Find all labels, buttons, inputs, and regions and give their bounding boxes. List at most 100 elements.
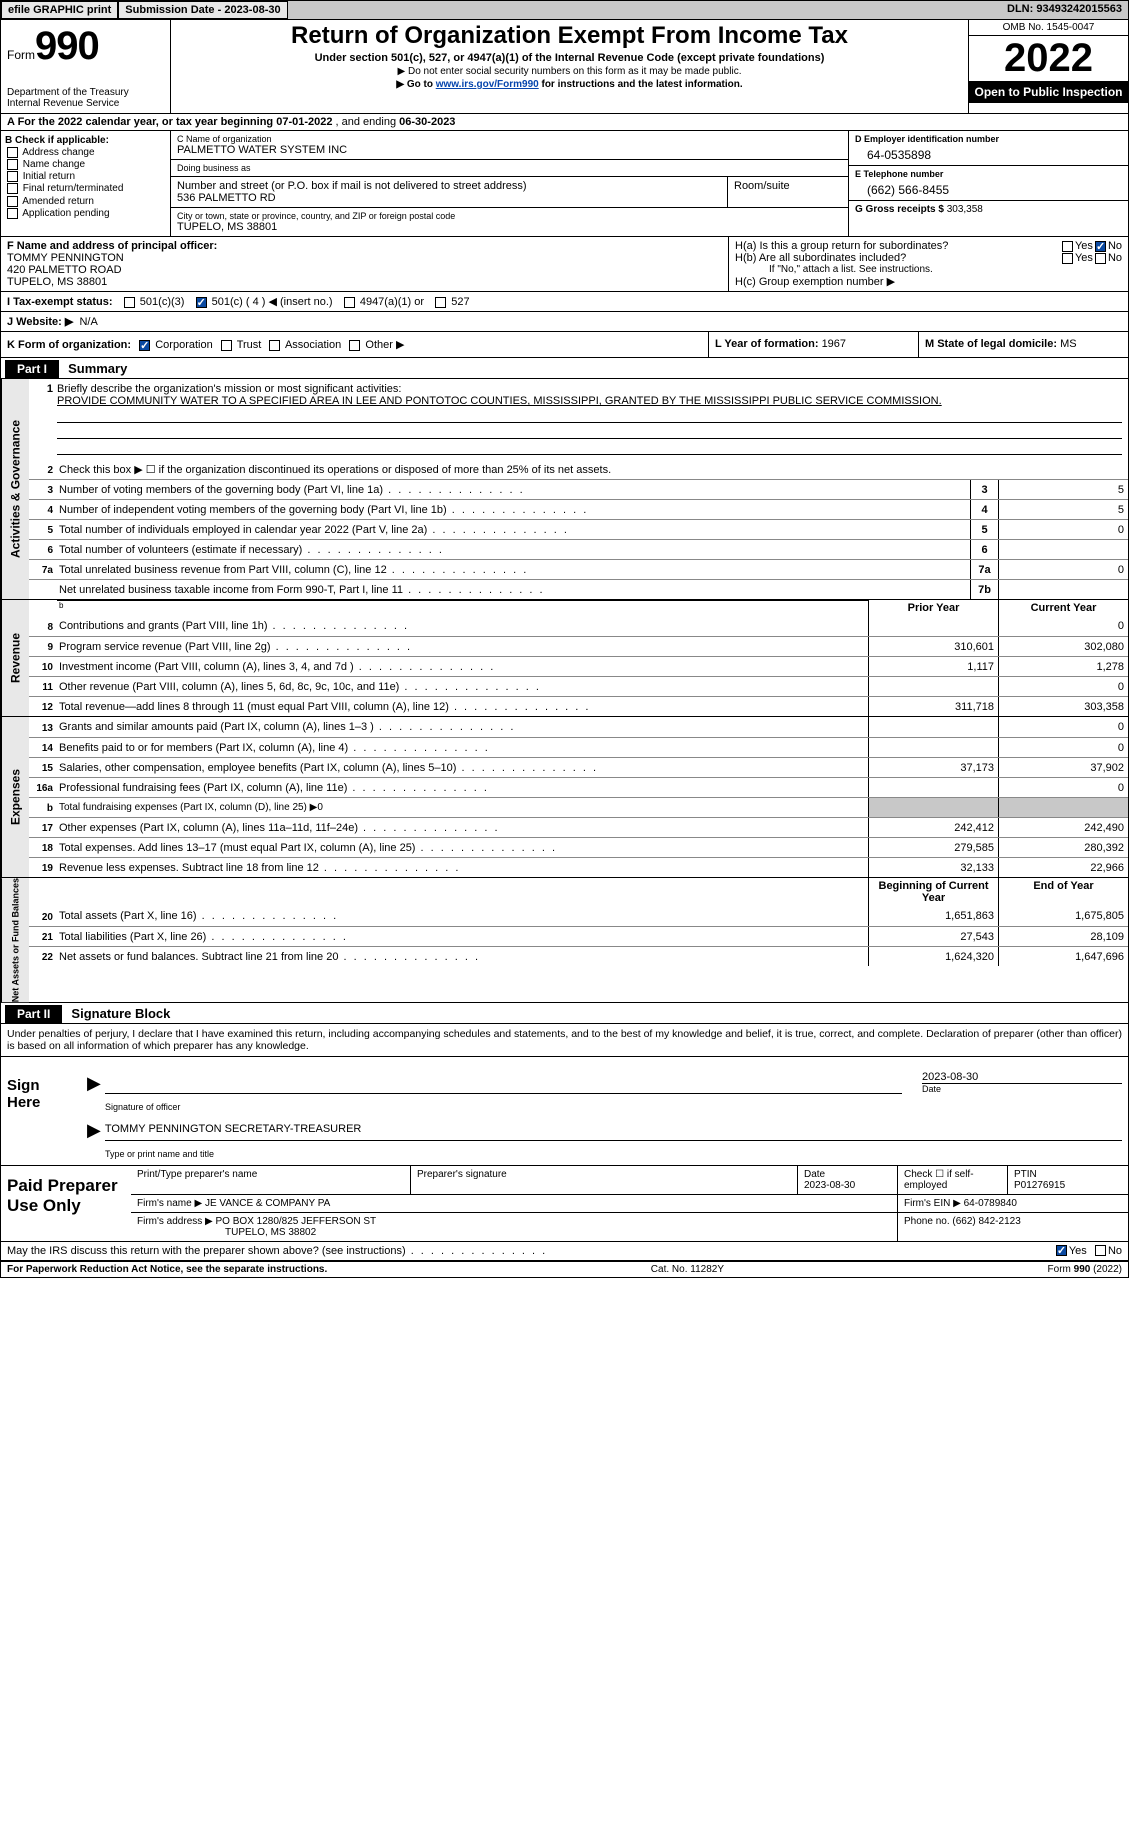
- section-B: B Check if applicable: Address change Na…: [1, 131, 171, 236]
- chk-corp[interactable]: [139, 340, 150, 351]
- year-formation: 1967: [822, 338, 846, 350]
- hdr-current-year: Current Year: [998, 600, 1128, 616]
- officer-name: TOMMY PENNINGTON: [7, 252, 124, 264]
- website: N/A: [79, 316, 97, 328]
- submission-date-label: Submission Date - 2023-08-30: [118, 1, 287, 19]
- summary-line: 10Investment income (Part VIII, column (…: [29, 656, 1128, 676]
- summary-line: 15Salaries, other compensation, employee…: [29, 757, 1128, 777]
- vtab-expenses: Expenses: [1, 717, 29, 877]
- tax-year: 2022: [969, 36, 1128, 81]
- section-C: C Name of organization PALMETTO WATER SY…: [171, 131, 848, 236]
- section-H: H(a) Is this a group return for subordin…: [728, 237, 1128, 291]
- phone: (662) 566-8455: [855, 179, 1122, 197]
- summary-line: 20Total assets (Part X, line 16)1,651,86…: [29, 906, 1128, 926]
- gross-receipts: 303,358: [947, 204, 983, 215]
- ein: 64-0535898: [855, 144, 1122, 162]
- summary-line: 22Net assets or fund balances. Subtract …: [29, 946, 1128, 966]
- summary-line: 12Total revenue—add lines 8 through 11 (…: [29, 696, 1128, 716]
- sig-date: 2023-08-30: [922, 1071, 1122, 1083]
- discuss-with-preparer: May the IRS discuss this return with the…: [0, 1242, 1129, 1261]
- discuss-no[interactable]: [1095, 1245, 1106, 1256]
- chk-amended[interactable]: Amended return: [5, 196, 166, 207]
- chk-other[interactable]: [349, 340, 360, 351]
- vtab-activities: Activities & Governance: [1, 379, 29, 599]
- city-state-zip: TUPELO, MS 38801: [177, 221, 842, 233]
- org-form-row: K Form of organization: Corporation Trus…: [0, 332, 1129, 358]
- summary-line: 14Benefits paid to or for members (Part …: [29, 737, 1128, 757]
- firm-phone: (662) 842-2123: [952, 1216, 1020, 1227]
- summary-line: 17Other expenses (Part IX, column (A), l…: [29, 817, 1128, 837]
- firm-ein: 64-0789840: [964, 1198, 1017, 1209]
- summary-line: 21Total liabilities (Part X, line 26)27,…: [29, 926, 1128, 946]
- section-DEG: D Employer identification number 64-0535…: [848, 131, 1128, 236]
- chk-501c[interactable]: [196, 297, 207, 308]
- chk-name-change[interactable]: Name change: [5, 159, 166, 170]
- chk-address-change[interactable]: Address change: [5, 147, 166, 158]
- chk-assoc[interactable]: [269, 340, 280, 351]
- self-employed-check[interactable]: Check ☐ if self-employed: [898, 1166, 1008, 1194]
- form-title: Return of Organization Exempt From Incom…: [175, 22, 964, 50]
- summary-line: 6Total number of volunteers (estimate if…: [29, 539, 1128, 559]
- ptin: P01276915: [1014, 1180, 1065, 1191]
- firm-address: PO BOX 1280/825 JEFFERSON ST: [216, 1216, 377, 1227]
- omb-number: OMB No. 1545-0047: [969, 20, 1128, 36]
- summary-expenses: Expenses 13Grants and similar amounts pa…: [0, 717, 1129, 878]
- dln-label: DLN: 93493242015563: [1001, 1, 1128, 19]
- irs-link[interactable]: www.irs.gov/Form990: [436, 79, 539, 90]
- summary-netassets: Net Assets or Fund Balances Beginning of…: [0, 878, 1129, 1003]
- ha-yes[interactable]: [1062, 241, 1073, 252]
- summary-line: 11Other revenue (Part VIII, column (A), …: [29, 676, 1128, 696]
- summary-line: 16aProfessional fundraising fees (Part I…: [29, 777, 1128, 797]
- tax-exempt-status: I Tax-exempt status: 501(c)(3) 501(c) ( …: [0, 292, 1129, 312]
- street-address: 536 PALMETTO RD: [177, 192, 721, 204]
- discuss-yes[interactable]: [1056, 1245, 1067, 1256]
- chk-app-pending[interactable]: Application pending: [5, 208, 166, 219]
- chk-final-return[interactable]: Final return/terminated: [5, 183, 166, 194]
- perjury-declaration: Under penalties of perjury, I declare th…: [1, 1024, 1128, 1056]
- officer-name-title: TOMMY PENNINGTON SECRETARY-TREASURER: [105, 1123, 1122, 1141]
- officer-signature-field[interactable]: [105, 1076, 902, 1094]
- chk-4947[interactable]: [344, 297, 355, 308]
- officer-group-block: F Name and address of principal officer:…: [0, 237, 1129, 292]
- vtab-revenue: Revenue: [1, 600, 29, 716]
- entity-info-block: B Check if applicable: Address change Na…: [0, 131, 1129, 237]
- page-footer: For Paperwork Reduction Act Notice, see …: [0, 1261, 1129, 1278]
- hb-no[interactable]: [1095, 253, 1106, 264]
- open-inspection: Open to Public Inspection: [969, 81, 1128, 103]
- paid-preparer-block: Paid Preparer Use Only Print/Type prepar…: [1, 1165, 1128, 1241]
- summary-line: 5Total number of individuals employed in…: [29, 519, 1128, 539]
- hdr-prior-year: Prior Year: [868, 600, 998, 616]
- summary-line: bTotal fundraising expenses (Part IX, co…: [29, 797, 1128, 817]
- summary-line: 13Grants and similar amounts paid (Part …: [29, 717, 1128, 737]
- sig-arrow-icon: ▶: [87, 1120, 101, 1141]
- chk-initial-return[interactable]: Initial return: [5, 171, 166, 182]
- chk-501c3[interactable]: [124, 297, 135, 308]
- hb-yes[interactable]: [1062, 253, 1073, 264]
- efile-print-button[interactable]: efile GRAPHIC print: [1, 1, 118, 19]
- hdr-boy: Beginning of Current Year: [868, 878, 998, 906]
- part2-header: Part II Signature Block: [0, 1003, 1129, 1024]
- ha-no[interactable]: [1095, 241, 1106, 252]
- dept-treasury: Department of the Treasury Internal Reve…: [7, 87, 164, 109]
- chk-527[interactable]: [435, 297, 446, 308]
- section-F: F Name and address of principal officer:…: [1, 237, 728, 291]
- website-row: J Website: ▶ N/A: [0, 312, 1129, 332]
- chk-trust[interactable]: [221, 340, 232, 351]
- summary-revenue: Revenue b Prior Year Current Year 8Contr…: [0, 600, 1129, 717]
- summary-ag: Activities & Governance 1 Briefly descri…: [0, 379, 1129, 600]
- firm-name: JE VANCE & COMPANY PA: [205, 1198, 330, 1209]
- summary-line: 8Contributions and grants (Part VIII, li…: [29, 616, 1128, 636]
- mission-text: PROVIDE COMMUNITY WATER TO A SPECIFIED A…: [57, 395, 942, 407]
- summary-line: 9Program service revenue (Part VIII, lin…: [29, 636, 1128, 656]
- mission-block: 1 Briefly describe the organization's mi…: [29, 379, 1128, 459]
- tax-year-range: A For the 2022 calendar year, or tax yea…: [0, 114, 1129, 131]
- sig-arrow-icon: ▶: [87, 1073, 101, 1094]
- form-header: Form990 Department of the Treasury Inter…: [0, 20, 1129, 114]
- vtab-netassets: Net Assets or Fund Balances: [1, 878, 29, 1002]
- summary-line: 4Number of independent voting members of…: [29, 499, 1128, 519]
- summary-line: 19Revenue less expenses. Subtract line 1…: [29, 857, 1128, 877]
- prep-date: 2023-08-30: [804, 1180, 855, 1191]
- sign-here-block: Sign Here ▶ 2023-08-30 Date Signature of…: [1, 1056, 1128, 1165]
- summary-line: 18Total expenses. Add lines 13–17 (must …: [29, 837, 1128, 857]
- efile-topbar: efile GRAPHIC print Submission Date - 20…: [0, 0, 1129, 20]
